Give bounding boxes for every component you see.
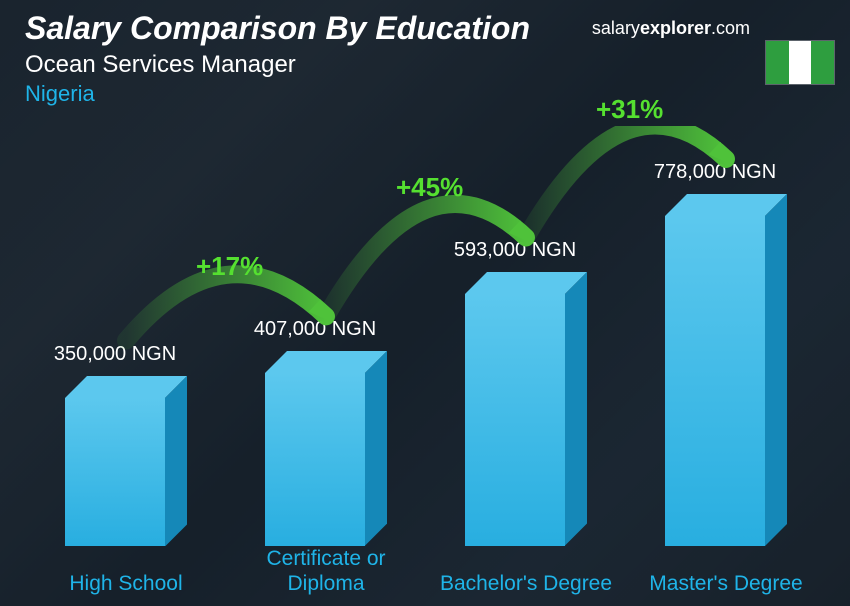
header: Salary Comparison By Education Ocean Ser… bbox=[25, 10, 530, 107]
brand-bold: explorer bbox=[640, 18, 711, 38]
bar-3d bbox=[665, 216, 787, 546]
flag-stripe-left bbox=[766, 41, 789, 84]
bar-front bbox=[265, 373, 365, 546]
bar-value: 407,000 NGN bbox=[235, 318, 395, 341]
bar-side bbox=[565, 272, 587, 546]
brand-logo: salaryexplorer.com bbox=[592, 18, 750, 39]
country-label: Nigeria bbox=[25, 81, 530, 107]
flag-nigeria-icon bbox=[765, 40, 835, 85]
flag-stripe-right bbox=[811, 41, 834, 84]
bar-side bbox=[365, 351, 387, 546]
brand-ext: .com bbox=[711, 18, 750, 38]
bar-3d bbox=[65, 398, 187, 546]
bar-front bbox=[665, 216, 765, 546]
bar-group: 778,000 NGN bbox=[665, 216, 787, 546]
bar-value: 778,000 NGN bbox=[635, 161, 795, 184]
increase-percent: +31% bbox=[596, 94, 663, 125]
bar-value: 593,000 NGN bbox=[435, 239, 595, 262]
bar-3d bbox=[265, 373, 387, 546]
page-title: Salary Comparison By Education bbox=[25, 10, 530, 47]
increase-percent: +17% bbox=[196, 251, 263, 282]
bar-label: Bachelor's Degree bbox=[436, 571, 616, 596]
subtitle: Ocean Services Manager bbox=[25, 51, 530, 79]
bar-group: 350,000 NGN bbox=[65, 398, 187, 546]
bar-side bbox=[165, 376, 187, 546]
bar-front bbox=[65, 398, 165, 546]
bar-3d bbox=[465, 294, 587, 546]
bar-label: High School bbox=[36, 571, 216, 596]
bar-front bbox=[465, 294, 565, 546]
bar-value: 350,000 NGN bbox=[35, 343, 195, 366]
bar-chart: 350,000 NGNHigh School407,000 NGNCertifi… bbox=[0, 126, 850, 606]
bar-label: Certificate or Diploma bbox=[236, 546, 416, 596]
bar-group: 407,000 NGN bbox=[265, 373, 387, 546]
brand-thin: salary bbox=[592, 18, 640, 38]
increase-percent: +45% bbox=[396, 172, 463, 203]
bar-group: 593,000 NGN bbox=[465, 294, 587, 546]
flag-stripe-mid bbox=[789, 41, 812, 84]
bar-side bbox=[765, 194, 787, 546]
bar-label: Master's Degree bbox=[636, 571, 816, 596]
